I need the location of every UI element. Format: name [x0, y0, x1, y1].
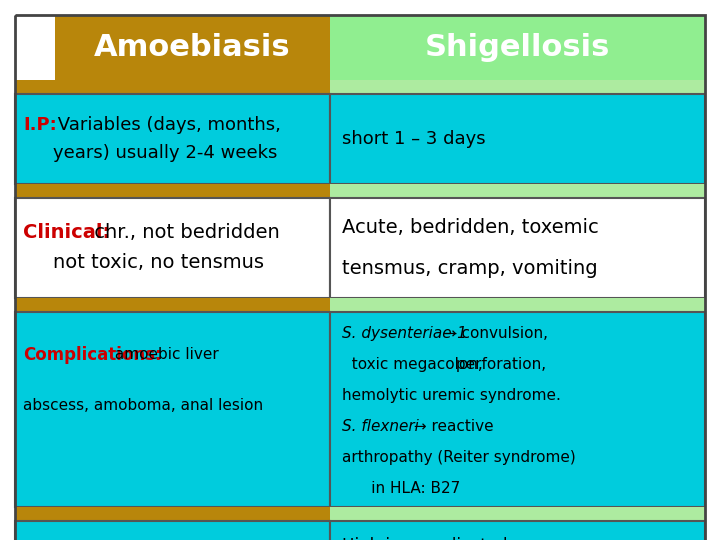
Text: abscess, amoboma, anal lesion: abscess, amoboma, anal lesion	[23, 398, 263, 413]
Text: Clinical:: Clinical:	[23, 224, 110, 242]
Bar	[330, 15, 705, 80]
Bar	[15, 198, 330, 298]
Bar	[15, 521, 330, 540]
Text: hemolytic uremic syndrome.: hemolytic uremic syndrome.	[342, 388, 561, 403]
Text: arthropathy (Reiter syndrome): arthropathy (Reiter syndrome)	[342, 450, 576, 465]
Text: S. dysenteriae-1: S. dysenteriae-1	[342, 326, 467, 341]
Bar	[330, 184, 705, 198]
Text: S. flexneri: S. flexneri	[342, 419, 419, 434]
Text: Variables (days, months,: Variables (days, months,	[52, 117, 281, 134]
Bar	[15, 94, 330, 184]
Text: in HLA: B27: in HLA: B27	[342, 481, 460, 496]
Bar	[330, 94, 705, 184]
Text: amoebic liver: amoebic liver	[109, 347, 219, 362]
Text: High in complicated cases: High in complicated cases	[342, 537, 559, 540]
Text: → convulsion,: → convulsion,	[438, 326, 548, 341]
Text: years) usually 2-4 weeks: years) usually 2-4 weeks	[53, 144, 277, 161]
Text: I.P:: I.P:	[23, 117, 57, 134]
Bar	[330, 298, 705, 312]
Bar	[330, 521, 705, 540]
Text: not toxic, no tensmus: not toxic, no tensmus	[53, 253, 264, 273]
Text: toxic megacolon,: toxic megacolon,	[342, 357, 482, 372]
Text: Acute, bedridden, toxemic: Acute, bedridden, toxemic	[342, 218, 599, 237]
Bar	[330, 507, 705, 521]
Bar	[15, 80, 330, 94]
Bar	[330, 312, 705, 507]
Bar	[15, 507, 330, 521]
Bar	[330, 198, 705, 298]
Text: → reactive: → reactive	[408, 419, 493, 434]
Text: Amoebiasis: Amoebiasis	[94, 33, 291, 62]
Text: Shigellosis: Shigellosis	[425, 33, 610, 62]
Bar	[55, 15, 330, 80]
Bar	[15, 298, 330, 312]
Text: tensmus, cramp, vomiting: tensmus, cramp, vomiting	[342, 259, 598, 278]
Bar	[15, 312, 330, 507]
Text: short 1 – 3 days: short 1 – 3 days	[342, 130, 485, 148]
Bar	[15, 184, 330, 198]
Bar	[330, 80, 705, 94]
Text: Complications:: Complications:	[23, 346, 161, 364]
Text: chr., not bedridden: chr., not bedridden	[88, 224, 279, 242]
Text: perforation,: perforation,	[451, 357, 546, 372]
